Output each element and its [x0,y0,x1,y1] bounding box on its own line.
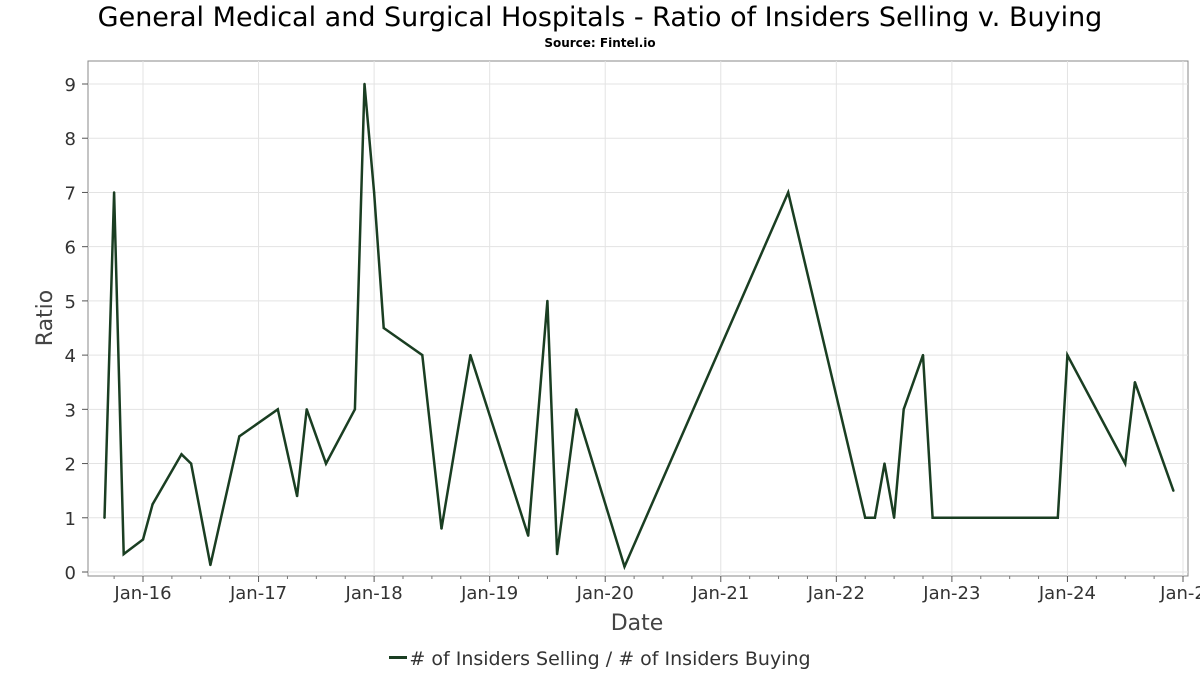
x-axis: Jan-16 Jan-17 Jan-18 Jan-19 Jan-20 Jan-21 Jan-… [113,576,1200,604]
data-point [141,538,145,541]
plot-area [87,60,1189,577]
x-axis-title: Date [611,611,664,636]
x-tick-label: Jan-21 [691,583,749,604]
x-tick-label: Jan-24 [1038,583,1096,604]
data-point [363,82,366,86]
data-point [1172,489,1175,492]
data-point [180,453,183,456]
data-point [122,552,125,556]
data-point [103,516,106,519]
data-point [931,516,934,519]
x-tick-label: Jan-17 [229,583,287,604]
data-point [209,563,212,567]
y-tick-label: 3 [65,400,76,421]
data-point [892,516,896,519]
data-point [189,462,193,465]
data-point [276,408,279,411]
data-point [372,191,376,194]
legend-line-swatch [389,656,408,659]
data-point [151,503,154,506]
y-tick-label: 4 [65,346,76,367]
data-point [238,435,241,438]
y-axis-title: Ratio [33,290,58,346]
data-point [787,191,790,194]
data-point [295,494,299,498]
data-point [421,353,424,357]
y-tick-label: 6 [65,238,76,259]
data-point [623,565,626,568]
y-tick-label: 0 [65,563,76,584]
chart-title: General Medical and Surgical Hospitals -… [97,2,1103,33]
x-tick-label: Jan-20 [576,583,634,604]
x-tick-label: Jan-16 [113,583,171,604]
data-point [382,326,385,330]
data-point [353,408,357,411]
data-point [555,552,559,556]
data-point [1056,516,1060,519]
data-point [1124,462,1127,465]
x-tick-label: Jan-23 [922,583,980,604]
data-point [864,516,867,519]
data-point [469,353,472,357]
y-axis: 0 1 2 3 4 5 6 7 8 9 [65,75,88,584]
data-point [873,516,877,519]
data-point [527,534,530,537]
data-point [902,408,905,411]
x-tick-label: Jan-2 [1159,583,1200,604]
x-tick-label: Jan-19 [460,583,518,604]
y-tick-label: 8 [65,129,76,150]
data-point [1133,381,1137,384]
series-group [103,82,1175,571]
data-point [112,191,116,194]
data-point [324,462,328,465]
x-tick-label: Jan-18 [345,583,403,604]
x-tick-label: Jan-22 [807,583,865,604]
data-point [575,408,578,411]
legend: # of Insiders Selling / # of Insiders Bu… [0,648,1200,670]
y-tick-label: 5 [65,292,76,313]
series-line [103,83,1175,571]
grid-lines [88,61,1188,576]
y-tick-label: 1 [65,509,76,530]
data-point [883,462,886,465]
data-point [546,299,549,303]
data-point [305,408,308,411]
y-tick-label: 2 [65,455,76,476]
y-tick-label: 9 [65,75,76,96]
chart-subtitle: Source: Fintel.io [544,36,656,50]
legend-label: # of Insiders Selling / # of Insiders Bu… [409,648,811,670]
data-point [1066,353,1069,357]
y-tick-label: 7 [65,183,76,204]
data-point [921,353,925,357]
data-point [440,527,443,530]
